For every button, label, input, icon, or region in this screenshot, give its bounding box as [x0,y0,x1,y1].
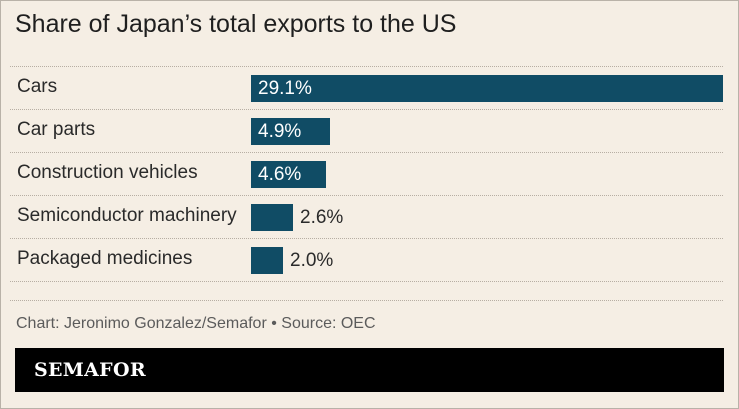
row-divider [10,195,723,196]
data-label: 29.1% [258,77,312,99]
row-divider [10,238,723,239]
bar [251,203,293,231]
data-label: 2.0% [290,249,334,271]
category-label: Cars [17,75,58,97]
category-label: Construction vehicles [17,161,198,183]
data-label: 4.6% [258,163,302,185]
category-label: Car parts [17,118,96,140]
row-divider [10,152,723,153]
bar [251,160,326,188]
row-divider [10,281,723,282]
row-divider [10,66,723,67]
data-label: 2.6% [300,206,344,228]
row-divider [10,300,723,301]
row-divider [10,109,723,110]
bar [251,117,330,145]
category-label: Packaged medicines [17,247,193,269]
brand-logo: SEMAFOR [34,359,146,381]
bar [251,246,283,274]
chart-credit: Chart: Jeronimo Gonzalez/Semafor • Sourc… [16,315,376,332]
chart-title: Share of Japan’s total exports to the US [15,10,457,38]
data-label: 4.9% [258,120,302,142]
bar [251,74,723,102]
brand-bar: SEMAFOR [15,348,724,392]
category-label: Semiconductor machinery [17,204,237,226]
